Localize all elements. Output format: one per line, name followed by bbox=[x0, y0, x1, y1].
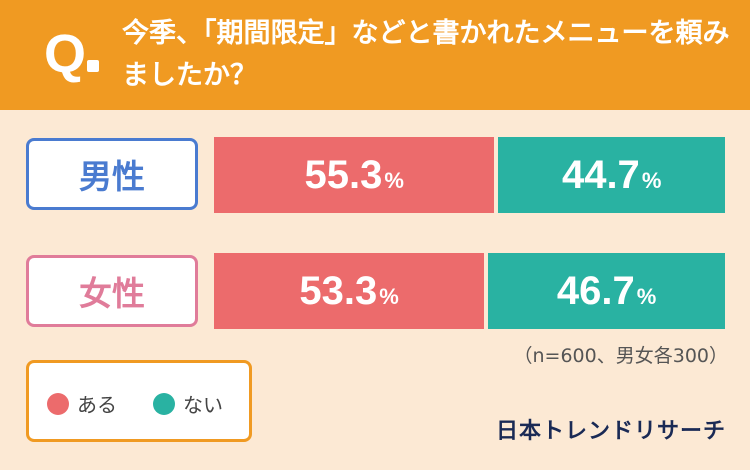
value-female-yes: 53.3 bbox=[299, 268, 378, 313]
q-dot bbox=[87, 60, 99, 72]
brand-logo: 日本トレンドリサーチ bbox=[495, 419, 726, 444]
value-female-no: 46.7 bbox=[556, 268, 635, 313]
legend-dot-no bbox=[153, 392, 175, 415]
bar-female-no: 46.7% bbox=[488, 253, 725, 329]
pct-female-yes: % bbox=[379, 284, 399, 309]
legend-label-yes: ある bbox=[77, 393, 117, 417]
label-male: 男性 bbox=[26, 138, 198, 210]
legend-dot-yes bbox=[47, 392, 69, 415]
question-header: Q 今季、「期間限定」などと書かれたメニューを頼みましたか？ bbox=[0, 0, 750, 110]
bar-row-male: 55.3% 44.7% bbox=[214, 137, 725, 213]
bar-male-yes: 55.3% bbox=[214, 137, 495, 213]
label-female: 女性 bbox=[26, 255, 198, 327]
bar-row-female: 53.3% 46.7% bbox=[214, 253, 725, 329]
pct-female-no: % bbox=[636, 284, 657, 309]
value-male-yes: 55.3 bbox=[304, 152, 383, 197]
pct-male-yes: % bbox=[384, 168, 404, 193]
legend-label-no: ない bbox=[183, 393, 223, 417]
legend: ある ない bbox=[26, 360, 252, 442]
bar-male-no: 44.7% bbox=[498, 137, 725, 213]
q-mark: Q bbox=[44, 24, 87, 84]
bar-female-yes: 53.3% bbox=[214, 253, 485, 329]
legend-item-no: ない bbox=[153, 389, 223, 418]
value-male-no: 44.7 bbox=[561, 152, 640, 197]
sample-note: （n=600、男女各300） bbox=[513, 345, 729, 367]
question-text: 今季、「期間限定」などと書かれたメニューを頼みましたか？ bbox=[122, 18, 730, 91]
legend-item-yes: ある bbox=[47, 389, 117, 418]
pct-male-no: % bbox=[641, 168, 662, 193]
